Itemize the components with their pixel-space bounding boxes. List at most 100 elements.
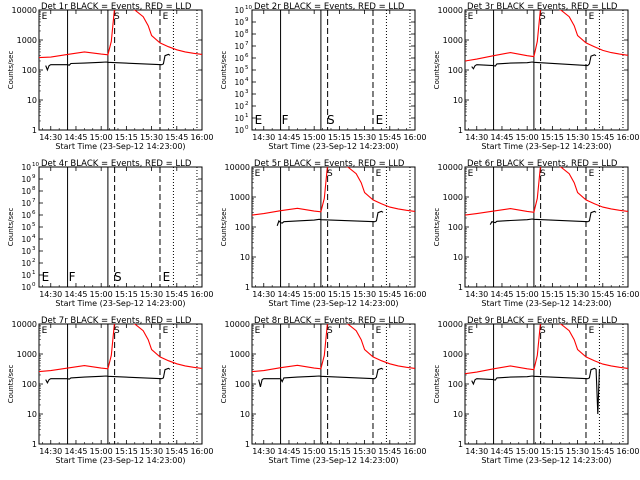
y-tick-exponent: 7 — [32, 198, 36, 204]
events-series-line — [471, 54, 597, 70]
lld-series-line — [39, 10, 202, 59]
y-tick-label: 1 — [32, 126, 37, 135]
interval-marker-label: E — [589, 12, 595, 22]
series-group — [465, 324, 628, 415]
y-tick-label: 10000 — [12, 320, 37, 329]
interval-marker-label: F — [282, 113, 289, 127]
y-axis-label: Counts/sec — [7, 365, 15, 404]
x-tick-label: 15:45 — [591, 133, 614, 142]
x-tick-label: 15:15 — [541, 290, 564, 299]
x-tick-label: 14:30 — [39, 133, 62, 142]
y-tick-exponent: 2 — [245, 101, 249, 107]
interval-marker-label: E — [42, 12, 48, 22]
y-tick-label: 10 — [21, 175, 31, 184]
y-tick-label: 1000 — [230, 350, 250, 359]
panel-det-6: Det 6r BLACK = Events, RED = LLD 14:30 14:… — [433, 159, 640, 308]
y-tick-exponent: 6 — [245, 53, 249, 59]
panel-det-4: Det 4r BLACK = Events, RED = LLD 14:30 14:… — [7, 159, 214, 308]
series-group — [252, 167, 415, 226]
x-axis-label: Start Time (23-Sep-12 14:23:00) — [481, 456, 611, 465]
x-tick-label: 15:30 — [353, 447, 376, 456]
interval-marker-label: E — [589, 326, 595, 336]
x-tick-label: 14:30 — [252, 447, 275, 456]
y-axis-label: Counts/sec — [433, 365, 441, 404]
lld-series-line — [465, 10, 628, 62]
interval-marker-label: S — [327, 169, 333, 179]
y-tick-label: 10000 — [225, 320, 250, 329]
x-tick-label: 14:30 — [465, 133, 488, 142]
y-tick-label: 1000 — [230, 193, 250, 202]
x-tick-label: 16:00 — [190, 290, 213, 299]
y-tick-label: 10 — [21, 271, 31, 280]
x-tick-label: 16:00 — [403, 290, 426, 299]
interval-marker-label: E — [376, 113, 384, 127]
x-tick-label: 15:30 — [140, 133, 163, 142]
events-series-line — [45, 367, 171, 384]
y-axis-label: Counts/sec — [7, 51, 15, 90]
x-tick-label: 15:30 — [566, 133, 589, 142]
y-tick-label: 10000 — [438, 6, 463, 15]
panel-title: Det 8r BLACK = Events, RED = LLD — [254, 316, 405, 326]
lld-series-line — [465, 167, 628, 216]
interval-marker-label: S — [114, 270, 122, 284]
panel-title: Det 5r BLACK = Events, RED = LLD — [254, 159, 405, 169]
x-tick-label: 15:30 — [353, 133, 376, 142]
interval-marker-label: E — [255, 326, 261, 336]
y-tick-exponent: 10 — [32, 162, 39, 168]
y-tick-label: 10 — [21, 163, 31, 172]
x-tick-label: 15:00 — [516, 290, 539, 299]
x-tick-label: 14:30 — [252, 133, 275, 142]
y-tick-exponent: 5 — [245, 65, 249, 71]
y-tick-label: 10 — [21, 247, 31, 256]
x-tick-label: 15:30 — [566, 447, 589, 456]
y-tick-label: 1000 — [17, 350, 37, 359]
y-tick-label: 100 — [22, 380, 37, 389]
y-axis-label: Counts/sec — [433, 51, 441, 90]
y-tick-exponent: 10 — [245, 5, 252, 11]
x-tick-label: 14:45 — [277, 133, 300, 142]
x-tick-label: 14:30 — [39, 290, 62, 299]
plot-frame — [251, 166, 416, 288]
series-group — [465, 167, 628, 225]
x-tick-label: 15:00 — [516, 133, 539, 142]
y-tick-label: 10000 — [12, 6, 37, 15]
y-tick-label: 100 — [448, 223, 463, 232]
y-axis-label: Counts/sec — [7, 208, 15, 247]
y-tick-label: 100 — [448, 66, 463, 75]
y-tick-label: 10 — [21, 211, 31, 220]
x-tick-label: 15:00 — [303, 447, 326, 456]
x-tick-label: 15:45 — [591, 290, 614, 299]
x-tick-label: 15:00 — [90, 133, 113, 142]
y-tick-exponent: 1 — [32, 270, 36, 276]
y-tick-label: 10 — [21, 199, 31, 208]
interval-marker-label: E — [468, 12, 474, 22]
x-axis-label: Start Time (23-Sep-12 14:23:00) — [55, 456, 185, 465]
y-tick-exponent: 4 — [245, 77, 249, 83]
x-tick-label: 14:30 — [465, 290, 488, 299]
interval-marker-label: S — [540, 12, 546, 22]
plot-frame — [38, 166, 203, 288]
x-axis-label: Start Time (23-Sep-12 14:23:00) — [268, 456, 398, 465]
y-tick-exponent: 0 — [245, 125, 249, 131]
y-tick-label: 1000 — [443, 350, 463, 359]
interval-marker-label: E — [376, 326, 382, 336]
x-tick-label: 16:00 — [616, 133, 639, 142]
panel-det-5: Det 5r BLACK = Events, RED = LLD 14:30 14:… — [220, 159, 427, 308]
x-tick-label: 15:00 — [303, 133, 326, 142]
x-tick-label: 14:45 — [490, 133, 513, 142]
x-tick-label: 15:45 — [378, 133, 401, 142]
lld-series-line — [252, 324, 415, 373]
plot-frame — [38, 9, 203, 131]
y-tick-label: 10000 — [438, 163, 463, 172]
y-tick-exponent: 4 — [32, 234, 36, 240]
x-tick-label: 15:00 — [90, 290, 113, 299]
events-series-line — [471, 367, 600, 415]
plot-frame — [251, 9, 416, 131]
y-tick-exponent: 0 — [32, 282, 36, 288]
y-tick-label: 1 — [458, 283, 463, 292]
series-group — [39, 324, 202, 384]
y-tick-label: 10 — [27, 96, 37, 105]
x-tick-label: 15:15 — [541, 133, 564, 142]
y-tick-label: 1 — [458, 440, 463, 449]
y-axis-label: Counts/sec — [220, 51, 228, 90]
